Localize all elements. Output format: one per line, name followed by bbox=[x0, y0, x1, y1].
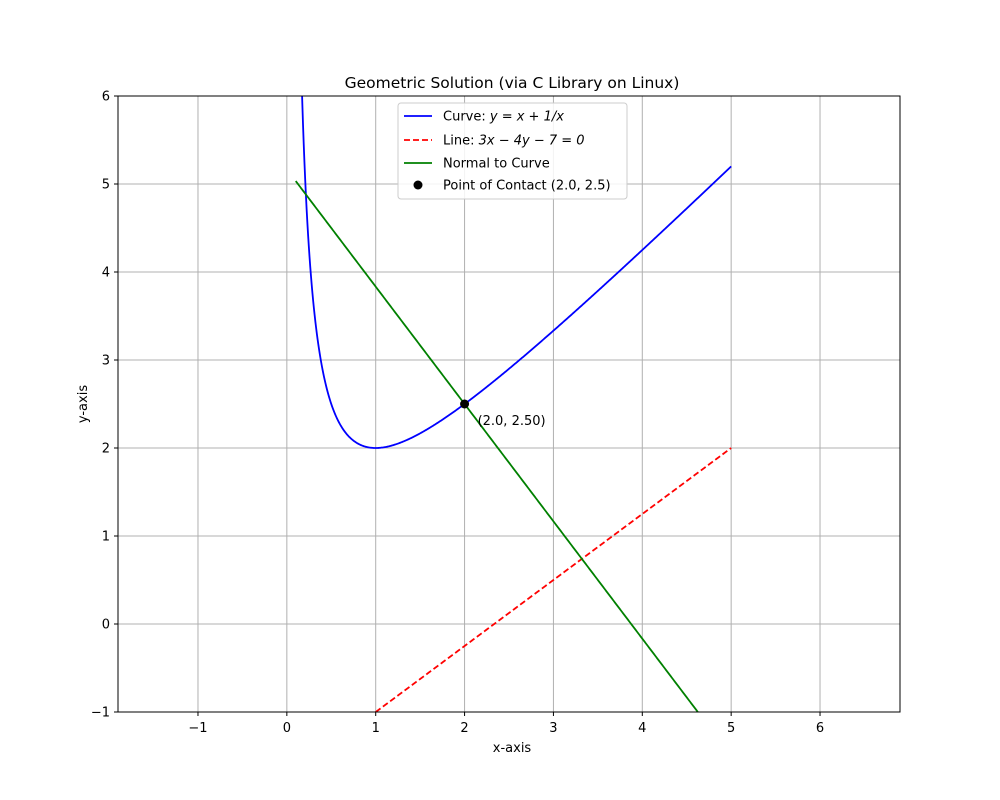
legend-label-math: 3x − 4y − 7 = 0 bbox=[479, 134, 585, 149]
legend-label-2: Line: 3x − 4y − 7 = 0 bbox=[443, 134, 585, 149]
y-axis-label: y-axis bbox=[76, 385, 91, 423]
x-tick-label: −1 bbox=[188, 721, 207, 736]
legend-label-math: y = x + 1/x bbox=[489, 110, 564, 125]
chart-title: Geometric Solution (via C Library on Lin… bbox=[345, 74, 680, 92]
y-tick-label: −1 bbox=[91, 706, 110, 721]
x-tick-label: 4 bbox=[638, 721, 646, 736]
x-tick-label: 3 bbox=[549, 721, 557, 736]
x-tick-label: 5 bbox=[727, 721, 735, 736]
legend-label-1: Curve: y = x + 1/x bbox=[443, 110, 564, 125]
y-tick-label: 1 bbox=[102, 530, 110, 545]
legend-label-name: Normal to Curve bbox=[443, 157, 550, 172]
y-tick-label: 4 bbox=[102, 266, 110, 281]
points-layer bbox=[460, 399, 470, 409]
y-tick-label: 2 bbox=[102, 442, 110, 457]
legend-label-name: Line: bbox=[443, 134, 479, 149]
legend: Curve: y = x + 1/x Line: 3x − 4y − 7 = 0 N… bbox=[397, 102, 628, 200]
ticks-layer: −1 0 1 2 3 4 5 6 −1 0 1 2 3 4 5 6 bbox=[91, 90, 824, 737]
point-annotation: (2.0, 2.50) bbox=[478, 414, 546, 429]
legend-marker-point bbox=[413, 180, 423, 190]
series-layer bbox=[295, 96, 732, 712]
plot-frame bbox=[117, 95, 901, 713]
series-line-3 bbox=[295, 180, 699, 712]
series-line-1 bbox=[301, 96, 732, 449]
x-axis-label: x-axis bbox=[493, 741, 532, 756]
contact-point bbox=[460, 399, 470, 409]
x-tick-label: 2 bbox=[460, 721, 468, 736]
y-tick-label: 3 bbox=[102, 354, 110, 369]
series-line-2 bbox=[375, 447, 732, 712]
legend-label-3: Normal to Curve bbox=[443, 157, 550, 172]
y-tick-label: 5 bbox=[102, 178, 110, 193]
x-tick-label: 6 bbox=[816, 721, 824, 736]
y-tick-label: 6 bbox=[102, 90, 110, 105]
legend-box bbox=[397, 102, 628, 200]
x-tick-label: 0 bbox=[283, 721, 291, 736]
y-tick-label: 0 bbox=[102, 618, 110, 633]
legend-label-name: Curve: bbox=[443, 110, 490, 125]
annotations-layer: (2.0, 2.50) bbox=[478, 414, 546, 429]
legend-label-point: Point of Contact (2.0, 2.5) bbox=[443, 179, 611, 194]
x-tick-label: 1 bbox=[372, 721, 380, 736]
